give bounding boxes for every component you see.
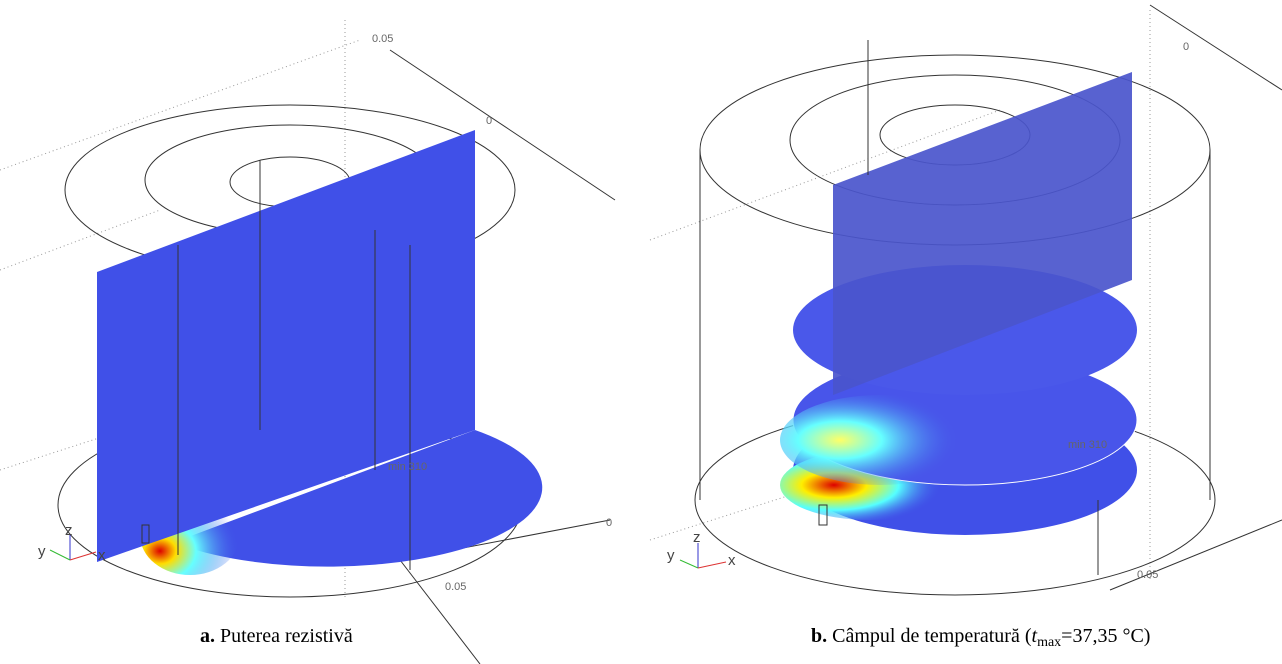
axis-name: z [65, 522, 73, 539]
caption-label: b. [811, 625, 827, 647]
caption-text: Câmpul de temperatură ( [832, 625, 1032, 647]
heat-spot [780, 395, 980, 485]
caption-text: Puterea rezistivă [220, 625, 353, 647]
tick-label: 0 [486, 115, 492, 127]
tick-label: 0 [1183, 41, 1189, 53]
axis-line [1150, 5, 1282, 90]
axis-triad: x y z [38, 522, 106, 564]
figure: 0.05 0 0 0.05 min 310 x y z a. Puterea r… [0, 0, 1282, 664]
axis-name: x [98, 547, 106, 564]
axis-name: x [728, 552, 736, 569]
axis-name: z [693, 529, 701, 546]
tick-label: 0.05 [372, 33, 393, 45]
min-label: min 310 [388, 461, 427, 473]
axis-line [1110, 520, 1282, 590]
caption: b. Câmpul de temperatură (tmax=37,35 °C) [811, 625, 1150, 650]
panel-b: 0 0.05 min 310 x y z b. Câmpul de temper… [650, 5, 1282, 650]
axis-triad: x y z [667, 529, 736, 569]
panel-a: 0.05 0 0 0.05 min 310 x y z a. Puterea r… [0, 20, 615, 664]
min-label: min 310 [1068, 439, 1107, 451]
caption-subscript: max [1037, 635, 1061, 650]
caption-rest: =37,35 °C) [1061, 625, 1150, 647]
caption-label: a. [200, 625, 215, 647]
tick-label: 0 [606, 517, 612, 529]
axis-name: y [667, 547, 675, 564]
axis-name: y [38, 543, 46, 560]
tick-label: 0.05 [1137, 569, 1158, 581]
caption: a. Puterea rezistivă [200, 625, 353, 647]
tick-label: 0.05 [445, 581, 466, 593]
